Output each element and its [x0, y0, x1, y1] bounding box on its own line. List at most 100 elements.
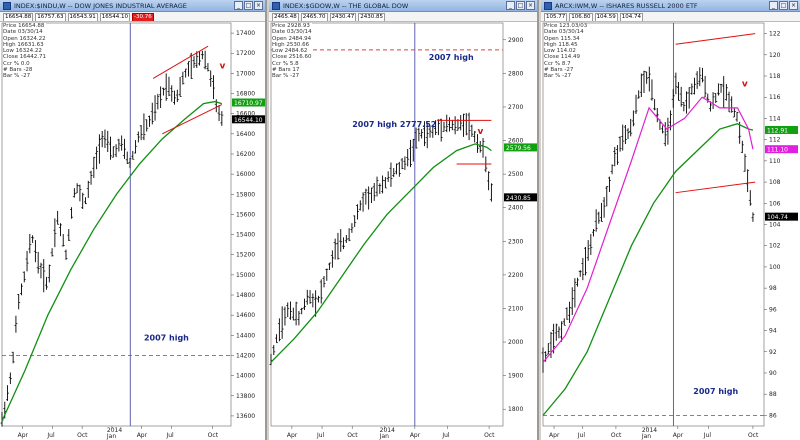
- ohlc-bar: [189, 52, 193, 79]
- quote-low: 2430.47: [329, 12, 357, 21]
- moving-average-line: [270, 143, 492, 363]
- ohlc-bar: [67, 229, 71, 242]
- ohlc-bar: [139, 125, 143, 141]
- x-tick-label: Apr: [549, 432, 560, 439]
- trendline: [675, 33, 756, 45]
- ohlc-bar: [408, 139, 412, 168]
- ohlc-bar: [714, 93, 718, 103]
- y-tick-label: 16200: [236, 151, 255, 158]
- maximize-icon[interactable]: □: [244, 1, 253, 10]
- ohlc-bar: [653, 99, 657, 111]
- ohlc-bar: [75, 183, 79, 194]
- quote-open: 16654.88: [3, 12, 34, 21]
- ohlc-bar: [420, 129, 424, 139]
- ohlc-bar: [122, 138, 126, 159]
- y-tick-label: 15600: [236, 211, 255, 218]
- maximize-icon[interactable]: □: [779, 1, 788, 10]
- ohlc-bar: [128, 157, 132, 169]
- x-tick-label: Jul: [441, 432, 450, 439]
- ohlc-bar: [431, 124, 435, 138]
- ohlc-bar: [147, 115, 151, 127]
- x-tick-label: Oct: [208, 432, 219, 439]
- ohlc-bar: [164, 73, 168, 101]
- ohlc-bar: [170, 85, 174, 102]
- data-window-row: Close 114.49: [544, 54, 580, 61]
- ohlc-bar: [489, 183, 493, 202]
- ohlc-bar: [700, 67, 704, 83]
- ohlc-bar: [722, 76, 726, 109]
- russell-2000-chart-window[interactable]: ARCX:IWM,W -- ISHARES RUSSELL 2000 ETF _…: [541, 0, 800, 440]
- ohlc-bar: [367, 186, 371, 210]
- ohlc-bar: [397, 161, 401, 177]
- ohlc-bar: [395, 163, 399, 175]
- chart-app-icon: [544, 2, 552, 10]
- y-tick-label: 118: [769, 73, 781, 80]
- x-tick-label: Oct: [748, 432, 759, 439]
- data-window-row: # Bars 17: [272, 67, 300, 74]
- price-tag-label: 111.10: [767, 147, 788, 154]
- chart-title-bar[interactable]: INDEX:$GDOW,W -- THE GLOBAL DOW _ □ ×: [269, 0, 537, 12]
- moving-average-line: [1, 100, 223, 422]
- ohlc-bar: [671, 89, 675, 108]
- ohlc-bar: [610, 164, 614, 175]
- ohlc-bar: [389, 162, 393, 187]
- maximize-icon[interactable]: □: [516, 1, 525, 10]
- x-tick-label: Apr: [673, 432, 684, 439]
- data-window-row: Close 2516.60: [272, 54, 312, 61]
- minimize-icon[interactable]: _: [234, 1, 243, 10]
- ohlc-bar: [311, 293, 315, 308]
- ohlc-bar: [436, 119, 440, 136]
- chart-title-bar[interactable]: ARCX:IWM,W -- ISHARES RUSSELL 2000 ETF _…: [541, 0, 800, 12]
- ohlc-bar: [53, 218, 57, 248]
- ohlc-bar: [481, 138, 485, 158]
- data-window-row: Ccr % 0.0: [3, 60, 30, 67]
- ohlc-bar: [698, 67, 702, 87]
- ohlc-bar: [36, 251, 40, 274]
- ohlc-bar: [339, 229, 343, 252]
- ohlc-bar: [586, 240, 590, 261]
- price-chart[interactable]: 86 88 90 92 94 96 98 100 102 104 106 108 110 112 114 11…: [541, 21, 800, 440]
- ohlc-bar: [316, 295, 320, 303]
- price-tag-label: 16544.10: [234, 117, 263, 124]
- ohlc-bar: [220, 111, 224, 126]
- y-tick-label: 14600: [236, 312, 255, 319]
- close-icon[interactable]: ×: [526, 1, 535, 10]
- ohlc-bar: [386, 171, 390, 182]
- y-tick-label: 2800: [508, 70, 523, 77]
- price-chart[interactable]: 13600 13800 14000 14200 14400 14600 14800 15000…: [0, 21, 267, 440]
- quote-bar: 16654.88 16757.63 16543.91 16544.10 -30.…: [0, 12, 265, 22]
- ohlc-bar: [280, 306, 284, 339]
- ohlc-bar: [8, 372, 12, 385]
- y-tick-label: 14400: [236, 332, 255, 339]
- dow-jones-chart-window[interactable]: INDEX:$INDU,W -- DOW JONES INDUSTRIAL AV…: [0, 0, 267, 440]
- minimize-icon[interactable]: _: [506, 1, 515, 10]
- ohlc-bar: [740, 140, 744, 154]
- y-tick-label: 90: [769, 370, 777, 377]
- ohlc-bar: [31, 235, 35, 243]
- ohlc-bar: [679, 86, 683, 107]
- close-icon[interactable]: ×: [254, 1, 263, 10]
- ohlc-bar: [578, 270, 582, 277]
- ohlc-bar: [203, 50, 207, 70]
- price-chart[interactable]: 1800 1900 2000 2100 2200 2300 2400 2500 2600 2700…: [269, 21, 539, 440]
- ohlc-bar: [297, 310, 301, 326]
- ohlc-bar: [470, 124, 474, 137]
- ohlc-bar: [751, 212, 755, 222]
- y-tick-label: 15000: [236, 272, 255, 279]
- quote-high: 2465.70: [300, 12, 328, 21]
- chart-title: INDEX:$GDOW,W -- THE GLOBAL DOW: [283, 2, 409, 10]
- ohlc-bar: [200, 50, 204, 60]
- x-tick-label: Jul: [316, 432, 325, 439]
- price-tag: 2579.56: [504, 143, 537, 152]
- y-tick-label: 15200: [236, 252, 255, 259]
- chart-title-bar[interactable]: INDEX:$INDU,W -- DOW JONES INDUSTRIAL AV…: [0, 0, 265, 12]
- global-dow-chart-window[interactable]: INDEX:$GDOW,W -- THE GLOBAL DOW _ □ × 24…: [269, 0, 539, 440]
- ohlc-bar: [464, 113, 468, 136]
- close-icon[interactable]: ×: [789, 1, 798, 10]
- minimize-icon[interactable]: _: [769, 1, 778, 10]
- ohlc-bar: [6, 385, 10, 401]
- ohlc-bar: [117, 138, 121, 152]
- ohlc-bar: [361, 192, 365, 212]
- ohlc-bar: [682, 102, 686, 112]
- ohlc-bar: [145, 119, 149, 132]
